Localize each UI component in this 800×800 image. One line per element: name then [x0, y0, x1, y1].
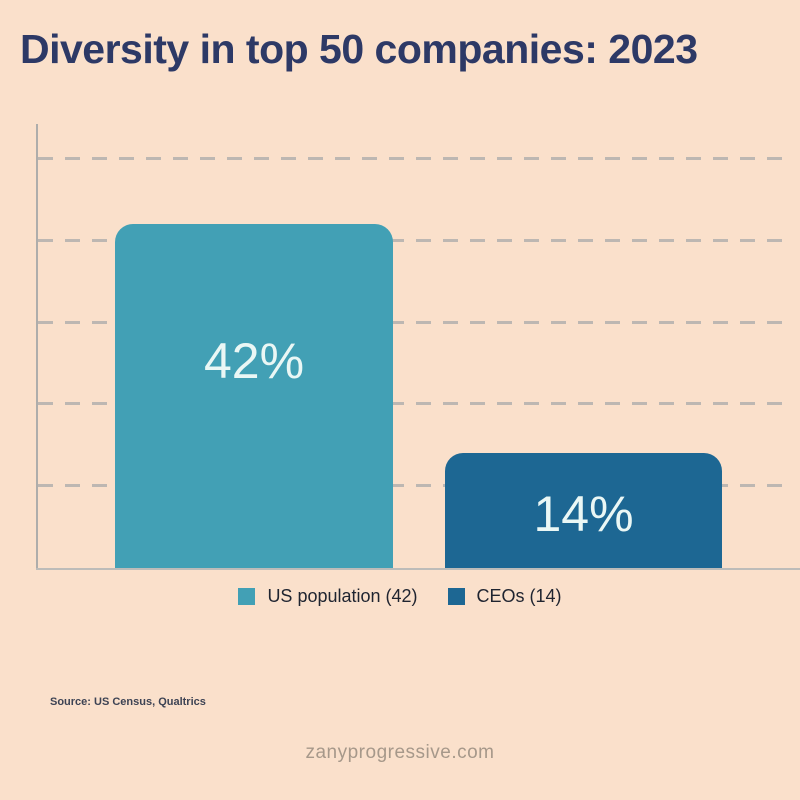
plot-area: 42% 14%	[36, 118, 800, 570]
chart-title: Diversity in top 50 companies: 2023	[20, 26, 698, 72]
gridline-40	[38, 238, 790, 242]
bar-us-population: 42%	[115, 224, 393, 568]
y-axis-line	[36, 124, 38, 568]
gridline-30	[38, 320, 790, 324]
legend-item: US population (42)	[238, 586, 418, 607]
legend-swatch	[238, 588, 256, 605]
legend-label: CEOs (14)	[476, 586, 562, 606]
x-axis-line	[36, 568, 800, 570]
gridline-10	[38, 484, 790, 488]
bar-value-label: 14%	[533, 485, 634, 542]
bar-value-label: 42%	[203, 333, 305, 390]
legend-swatch	[447, 588, 465, 605]
legend-label: US population (42)	[267, 586, 418, 606]
gridline-50	[38, 156, 790, 160]
website-credit: zanyprogressive.com	[305, 742, 495, 763]
legend-item: CEOs (14)	[447, 586, 562, 607]
gridline-20	[38, 402, 790, 406]
chart-legend: US population (42) CEOs (14)	[0, 586, 800, 607]
source-note: Source: US Census, Qualtrics	[50, 696, 206, 708]
bar-ceos: 14%	[445, 453, 722, 568]
